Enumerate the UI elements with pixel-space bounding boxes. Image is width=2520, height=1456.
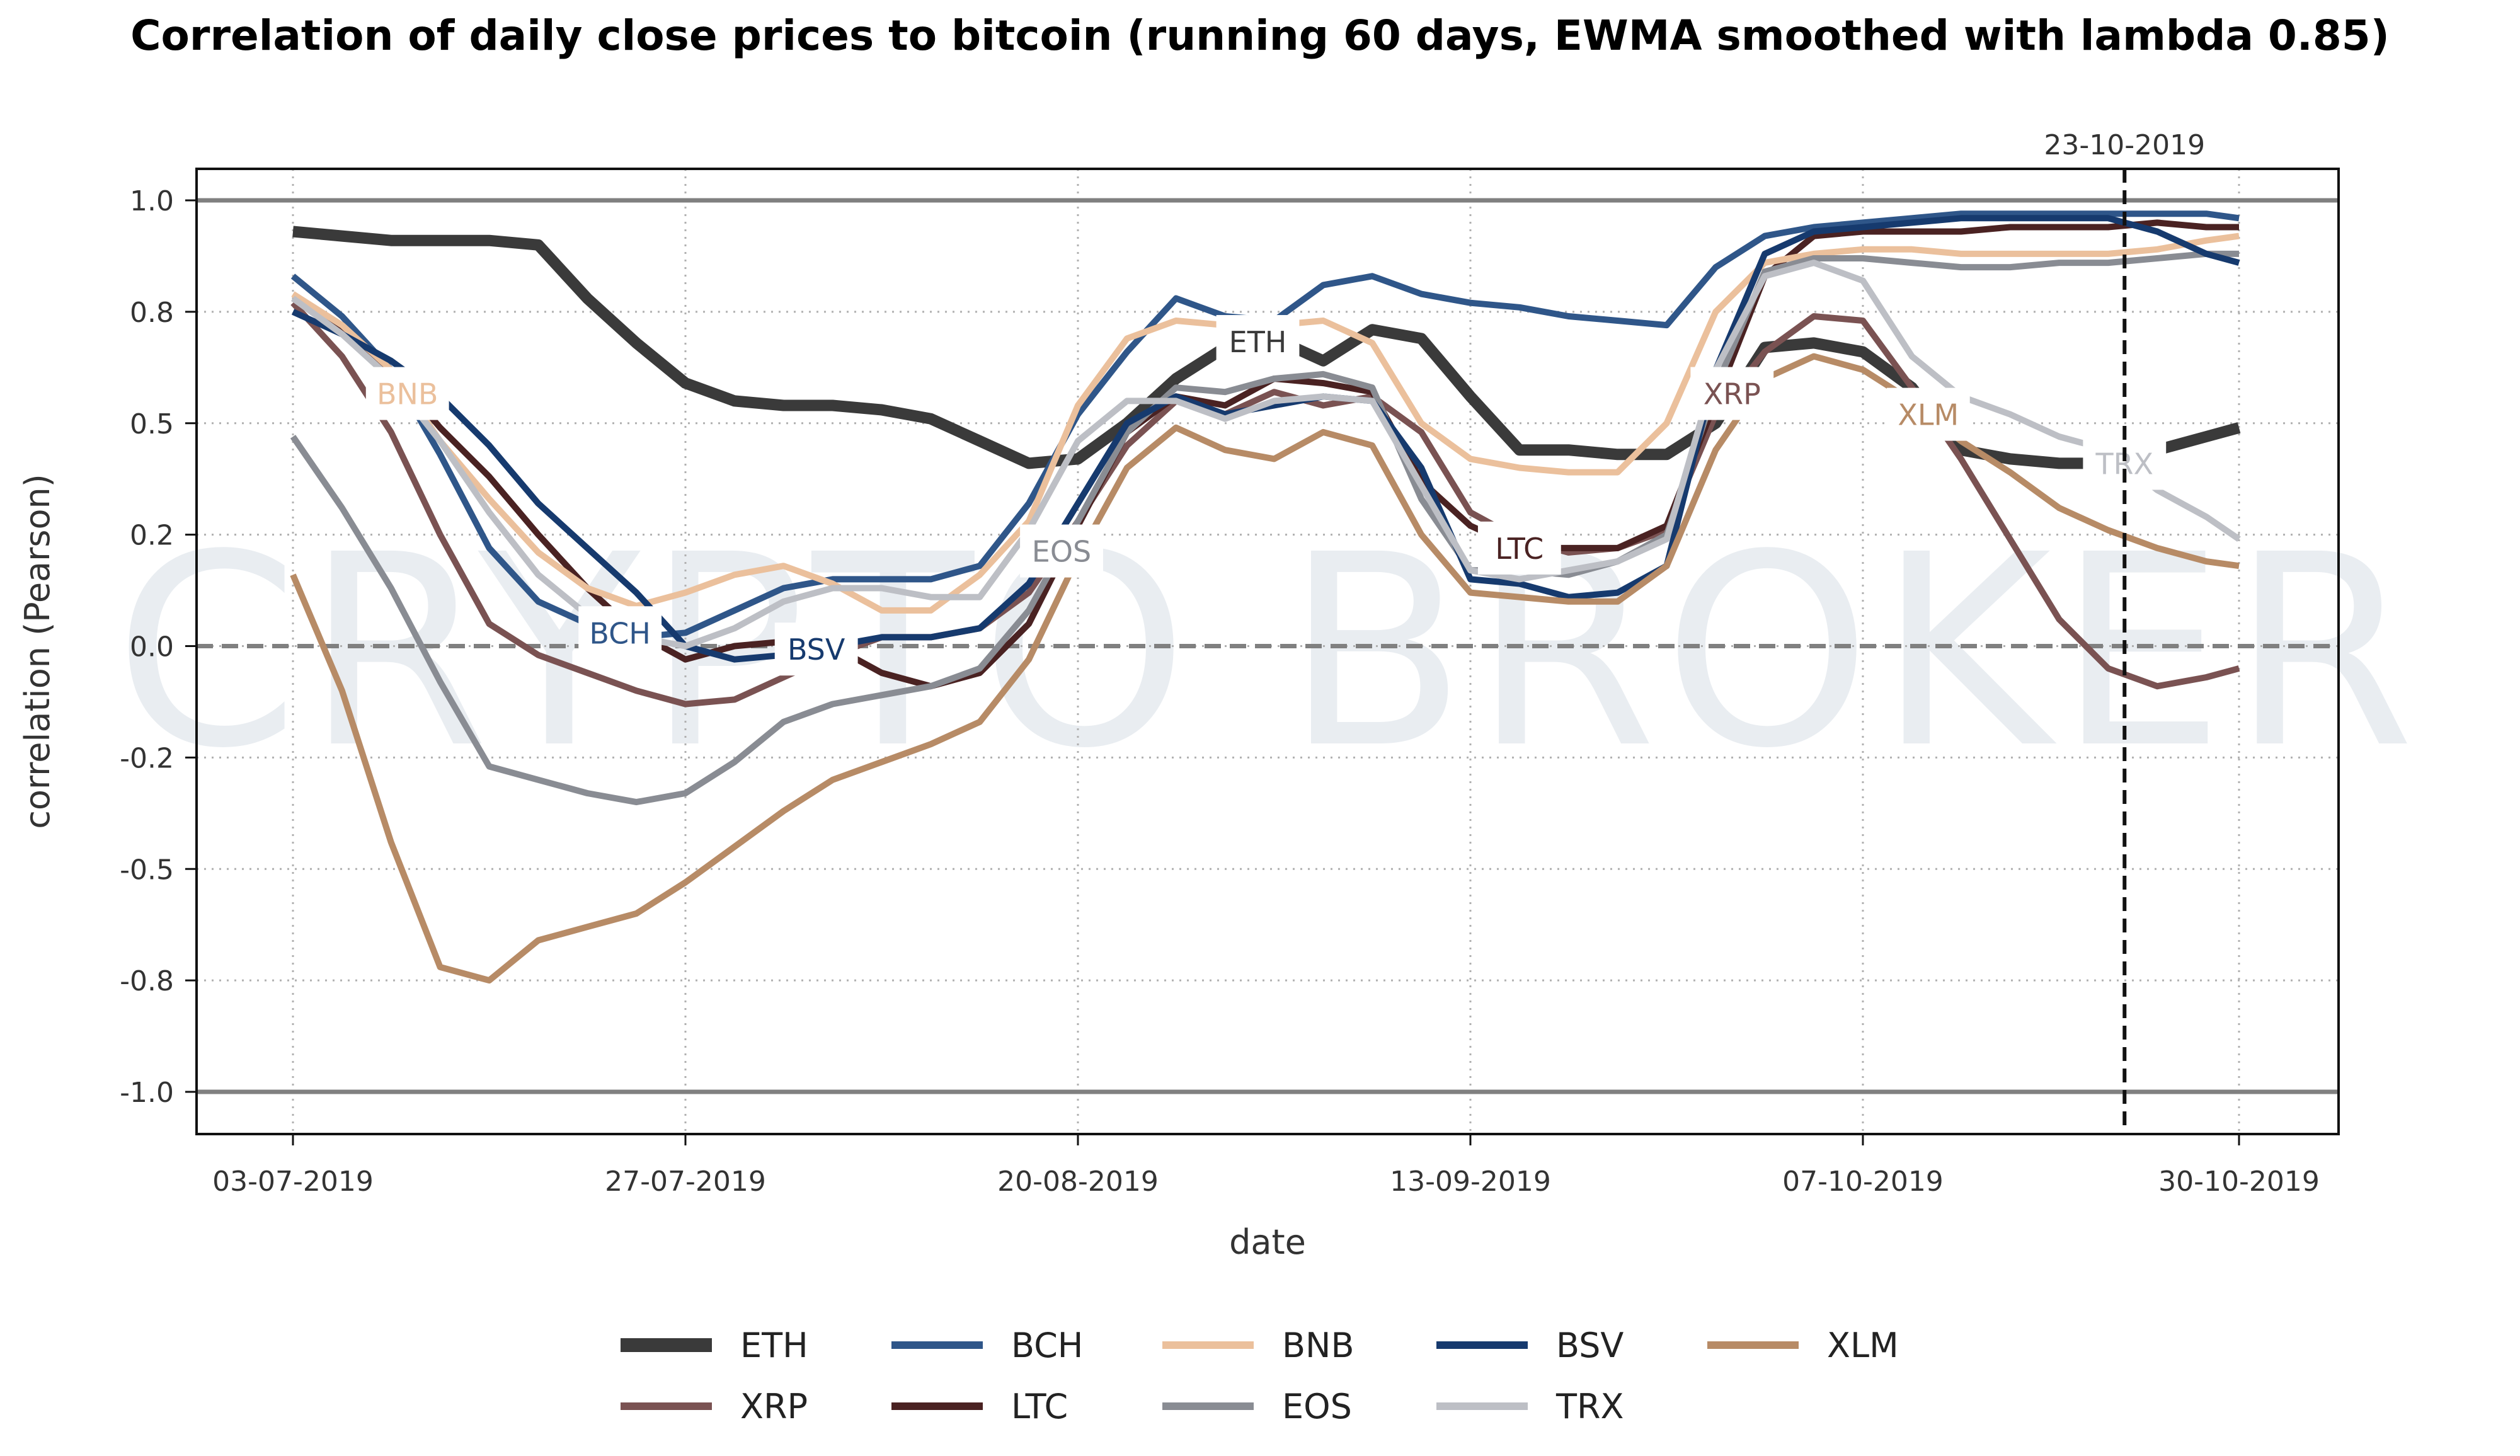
line-label-ltc: LTC [1495, 532, 1544, 566]
legend-item-eos: EOS [1162, 1387, 1352, 1426]
line-label-bg [365, 367, 449, 420]
legend: ETH XRP BCH LTC BNB EOS BSV TRX XLM [621, 1326, 1899, 1426]
chart-title: Correlation of daily close prices to bit… [130, 11, 2390, 60]
y-tick-label: 0.2 [130, 520, 174, 552]
line-label-bnb: BNB [377, 377, 438, 411]
legend-label: ETH [740, 1326, 808, 1365]
legend-label: EOS [1282, 1387, 1352, 1426]
y-tick-label: 0.0 [130, 631, 174, 663]
legend-label: TRX [1555, 1387, 1624, 1426]
y-axis-label: correlation (Pearson) [18, 474, 57, 829]
legend-item-xrp: XRP [621, 1387, 808, 1426]
line-label-bg [1216, 315, 1300, 369]
x-axis-label: date [1229, 1222, 1306, 1262]
legend-item-ltc: LTC [891, 1387, 1068, 1426]
legend-item-bnb: BNB [1162, 1326, 1354, 1365]
y-tick-label: 0.8 [130, 297, 174, 329]
x-tick-label: 03-07-2019 [212, 1166, 374, 1198]
x-tick-label: 30-10-2019 [2158, 1166, 2320, 1198]
legend-item-trx: TRX [1436, 1387, 1624, 1426]
legend-item-eth: ETH [621, 1326, 808, 1365]
marker-line-group: 23-10-2019 [2044, 129, 2205, 1134]
x-tick-label: 27-07-2019 [605, 1166, 766, 1198]
series-line-eos [290, 250, 2239, 806]
watermark-text: CRYPTO BROKER [114, 498, 2421, 806]
line-label-bg [1477, 521, 1561, 575]
x-tick-label: 07-10-2019 [1782, 1166, 1944, 1198]
line-label-bg [1690, 367, 1774, 420]
line-label-bg [578, 606, 662, 660]
line-label-bg [774, 622, 858, 676]
y-tick-label: 1.0 [130, 185, 174, 217]
legend-item-bch: BCH [891, 1326, 1083, 1365]
line-label-eos: EOS [1032, 535, 1091, 569]
axes: 1.0 0.8 0.5 0.2 0.0 -0.2 -0.5 -0.8 -1.0 03-07-201… [18, 168, 2340, 1262]
y-tick-label: -1.0 [120, 1077, 174, 1109]
y-tick-label: -0.5 [120, 854, 174, 886]
y-tick-label: -0.2 [120, 742, 174, 774]
marker-line-label: 23-10-2019 [2044, 129, 2205, 161]
line-label-bch: BCH [589, 616, 650, 650]
legend-label: BNB [1282, 1326, 1354, 1365]
legend-item-bsv: BSV [1436, 1326, 1624, 1365]
y-tick-label: 0.5 [130, 408, 174, 440]
legend-item-xlm: XLM [1707, 1326, 1899, 1365]
legend-label: BSV [1556, 1326, 1624, 1365]
line-label-eth: ETH [1229, 325, 1287, 359]
watermark: CRYPTO BROKER [114, 498, 2421, 806]
line-label-xlm: XLM [1898, 398, 1959, 432]
line-label-bsv: BSV [788, 633, 845, 667]
legend-label: XRP [740, 1387, 808, 1426]
line-label-xrp: XRP [1704, 377, 1761, 411]
legend-label: BCH [1011, 1326, 1083, 1365]
line-label-bg [1020, 524, 1103, 578]
plot-frame [195, 168, 2340, 1135]
legend-label: LTC [1011, 1387, 1068, 1426]
x-tick-label: 20-08-2019 [997, 1166, 1159, 1198]
reference-lines [197, 198, 2339, 1094]
line-label-bg [1886, 387, 1970, 441]
x-tick-label: 13-09-2019 [1390, 1166, 1551, 1198]
series-line-bsv [291, 215, 2240, 663]
y-tick-label: -0.8 [120, 965, 174, 997]
legend-label: XLM [1827, 1326, 1899, 1365]
